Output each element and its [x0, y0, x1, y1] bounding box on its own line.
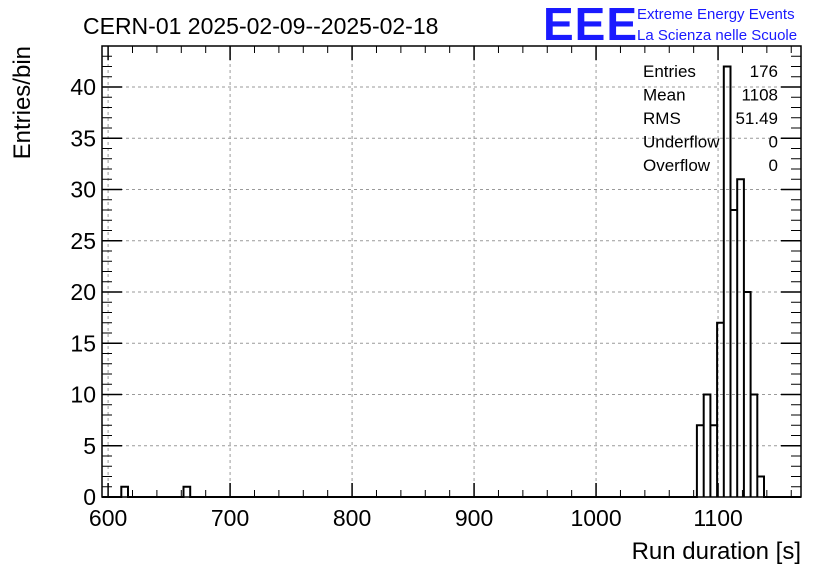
x-axis-label: Run duration [s] — [632, 538, 801, 565]
stat-label: Underflow — [643, 133, 720, 152]
axis-ticks: 600 700 800 900 1000 1100 0 5 10 15 20 25 30 35 40 — [70, 45, 801, 531]
x-tick-label: 1100 — [693, 505, 742, 531]
histogram-outline — [102, 65, 801, 498]
x-tick-label: 800 — [333, 505, 371, 531]
grid-lines — [102, 46, 801, 497]
eee-logo-text: EEE — [543, 0, 638, 50]
x-tick-label: 700 — [211, 505, 249, 531]
eee-logo-line1: Extreme Energy Events — [637, 6, 795, 23]
y-tick-label: 5 — [83, 433, 96, 459]
stat-label: Entries — [643, 62, 696, 81]
y-tick-label: 40 — [70, 74, 96, 100]
stat-label: Overflow — [643, 156, 711, 175]
x-tick-label: 1000 — [570, 505, 621, 531]
stat-label: RMS — [643, 109, 681, 128]
y-tick-label: 10 — [70, 382, 96, 408]
y-tick-label: 35 — [70, 125, 96, 151]
y-tick-label: 15 — [70, 330, 96, 356]
y-tick-label: 20 — [70, 279, 96, 305]
stat-value: 1108 — [741, 86, 778, 105]
x-tick-label: 600 — [89, 505, 127, 531]
y-tick-label: 0 — [83, 484, 96, 510]
chart-title: CERN-01 2025-02-09--2025-02-18 — [83, 13, 438, 39]
y-axis-label: Entries/bin — [9, 46, 36, 159]
eee-logo: EEE Extreme Energy Events La Scienza nel… — [543, 0, 797, 50]
stat-value: 176 — [750, 62, 778, 81]
statistics-box: Entries 176 Mean 1108 RMS 51.49 Underflow 0 Over… — [643, 62, 778, 175]
stat-value: 51.49 — [735, 109, 778, 128]
stat-label: Mean — [643, 86, 686, 105]
x-tick-label: 900 — [455, 505, 493, 531]
y-tick-label: 25 — [70, 228, 96, 254]
y-tick-label: 30 — [70, 177, 96, 203]
eee-logo-line2: La Scienza nelle Scuole — [637, 27, 797, 44]
stat-value: 0 — [769, 156, 778, 175]
stat-value: 0 — [769, 133, 778, 152]
